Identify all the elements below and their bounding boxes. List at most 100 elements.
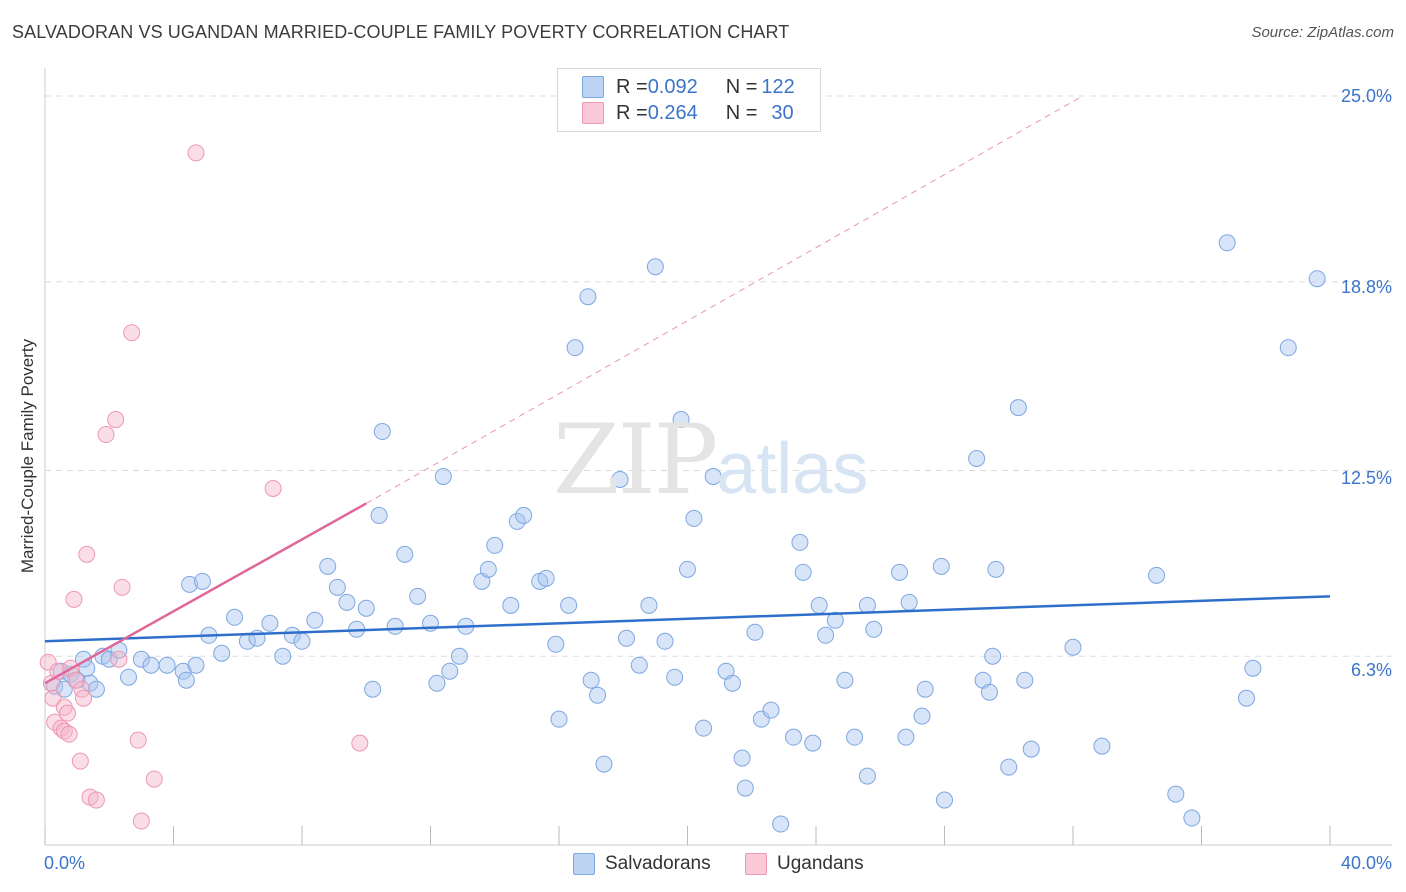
legend-item-ugandans: Ugandans [745, 851, 864, 877]
ugandans-point [110, 650, 128, 668]
r-label: R = [616, 101, 648, 124]
x-tick-label-max: 40.0% [1340, 853, 1392, 873]
salvadorans-point [836, 671, 854, 689]
salvadorans-point [537, 569, 555, 587]
n-value: 30 [771, 101, 794, 124]
salvadorans-point [550, 710, 568, 728]
salvadorans-point [396, 545, 414, 563]
salvadorans-point [984, 647, 1002, 665]
salvadorans-point [319, 557, 337, 575]
ugandans-swatch [745, 853, 767, 875]
salvadorans-trend-line [44, 595, 1331, 643]
salvadorans-point [810, 596, 828, 614]
y-tick-label: 12.5% [1340, 468, 1392, 488]
salvadorans-point [177, 671, 195, 689]
salvadorans-point [479, 560, 497, 578]
salvadorans-point [804, 734, 822, 752]
n-value: 122 [761, 75, 795, 98]
salvadorans-point [987, 560, 1005, 578]
salvadorans-point [132, 650, 150, 668]
salvadorans-point [968, 450, 986, 468]
ugandans-point [113, 578, 131, 596]
salvadorans-point [891, 563, 909, 581]
ugandans-point [87, 791, 105, 809]
salvadorans-point [338, 593, 356, 611]
salvadorans-point [736, 779, 754, 797]
salvadorans-point [193, 572, 211, 590]
salvadorans-point [846, 728, 864, 746]
ugandans-point [187, 144, 205, 162]
salvadorans-point [1093, 737, 1111, 755]
r-value: 0.264 [647, 101, 698, 124]
axes [44, 68, 1392, 846]
salvadorans-point [373, 423, 391, 441]
salvadorans-point [826, 611, 844, 629]
legend-label: Ugandans [777, 853, 864, 874]
salvadorans-point [679, 560, 696, 578]
r-label: R = [616, 75, 648, 98]
salvadorans-point [936, 791, 953, 809]
ugandans-point [55, 722, 73, 740]
salvadorans-point [611, 470, 629, 488]
salvadorans-point [1167, 785, 1185, 803]
salvadorans-point [695, 719, 713, 737]
salvadorans-point [293, 632, 311, 650]
salvadorans-point [672, 411, 690, 429]
salvadorans-point [434, 467, 452, 485]
salvadorans-point [723, 674, 741, 692]
salvadorans-point [181, 575, 199, 593]
y-axis-label: Married-Couple Family Poverty [18, 338, 37, 574]
salvadorans-point [980, 683, 998, 701]
salvadorans-point [666, 668, 684, 686]
salvadorans-point [328, 578, 346, 596]
salvadorans-point [1148, 566, 1166, 584]
salvadorans-point [582, 671, 600, 689]
legend-label: Salvadorans [605, 853, 711, 874]
salvadorans-point [656, 632, 674, 650]
ugandans-point [58, 704, 76, 722]
ugandans-point [107, 411, 125, 429]
salvadorans-point [865, 620, 883, 638]
legend-item-salvadorans: Salvadorans [573, 851, 711, 877]
ugandans-points [39, 144, 369, 830]
n-label: N = [725, 75, 758, 98]
salvadorans-point [913, 707, 931, 725]
salvadorans-point [370, 506, 388, 524]
ugandans-point [129, 731, 147, 749]
ugandans-point [132, 812, 150, 830]
ugandans-point [44, 689, 62, 707]
salvadorans-point [120, 668, 138, 686]
salvadorans-point [1244, 659, 1262, 677]
ugandans-point [65, 590, 83, 608]
salvadorans-swatch [573, 853, 595, 875]
ugandans-point [71, 752, 89, 770]
salvadorans-point [897, 728, 915, 746]
salvadorans-point [733, 749, 751, 767]
salvadorans-point [1308, 270, 1326, 288]
salvadorans-point [142, 656, 160, 674]
stats-legend: R = 0.092 N = 122 R = 0.264 N = 30 [557, 68, 821, 132]
chart-title: SALVADORAN VS UGANDAN MARRIED-COUPLE FAM… [12, 22, 790, 42]
salvadorans-point [306, 611, 324, 629]
salvadorans-point [900, 593, 918, 611]
ugandans-point [97, 426, 115, 444]
y-tick-label: 18.8% [1340, 277, 1392, 297]
r-value: 0.092 [647, 75, 698, 98]
salvadorans-point [261, 614, 279, 632]
salvadorans-point [640, 596, 658, 614]
salvadorans-point [858, 596, 876, 614]
x-tick-label-min: 0.0% [44, 853, 86, 873]
salvadorans-point [1009, 399, 1027, 417]
salvadorans-point [386, 617, 404, 635]
ugandans-point [264, 479, 282, 497]
salvadorans-point [1218, 234, 1236, 252]
stats-row-salvadorans: R = 0.092 N = 122 [582, 74, 795, 100]
salvadorans-point [515, 506, 533, 524]
salvadorans-point [158, 656, 176, 674]
salvadorans-point [794, 563, 812, 581]
salvadorans-point [441, 662, 459, 680]
ugandans-point [67, 671, 85, 689]
salvadorans-point [274, 647, 292, 665]
salvadorans-point [916, 680, 934, 698]
salvadorans-point [785, 728, 803, 746]
